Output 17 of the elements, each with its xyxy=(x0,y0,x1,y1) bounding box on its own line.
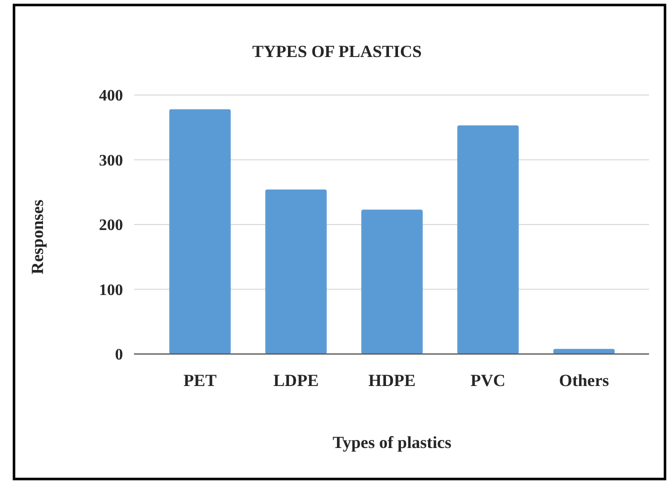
y-tick-label: 400 xyxy=(99,88,123,105)
y-tick-label: 0 xyxy=(115,346,123,364)
y-tick-label: 100 xyxy=(99,282,123,299)
x-tick-label: LDPE xyxy=(273,371,319,390)
bar xyxy=(265,190,327,354)
y-axis-title: Responses xyxy=(28,199,47,274)
y-tick-label: 200 xyxy=(99,217,123,234)
bar xyxy=(457,125,519,354)
bar xyxy=(361,210,423,354)
x-tick-label: PET xyxy=(183,371,218,390)
x-axis-title: Types of plastics xyxy=(332,433,452,452)
y-tick-label: 300 xyxy=(99,152,123,170)
chart-title: TYPES OF PLASTICS xyxy=(252,42,422,61)
x-tick-label: Others xyxy=(558,371,610,390)
bar xyxy=(169,109,231,354)
x-tick-label: HDPE xyxy=(368,371,416,390)
x-tick-label: PVC xyxy=(470,371,506,390)
